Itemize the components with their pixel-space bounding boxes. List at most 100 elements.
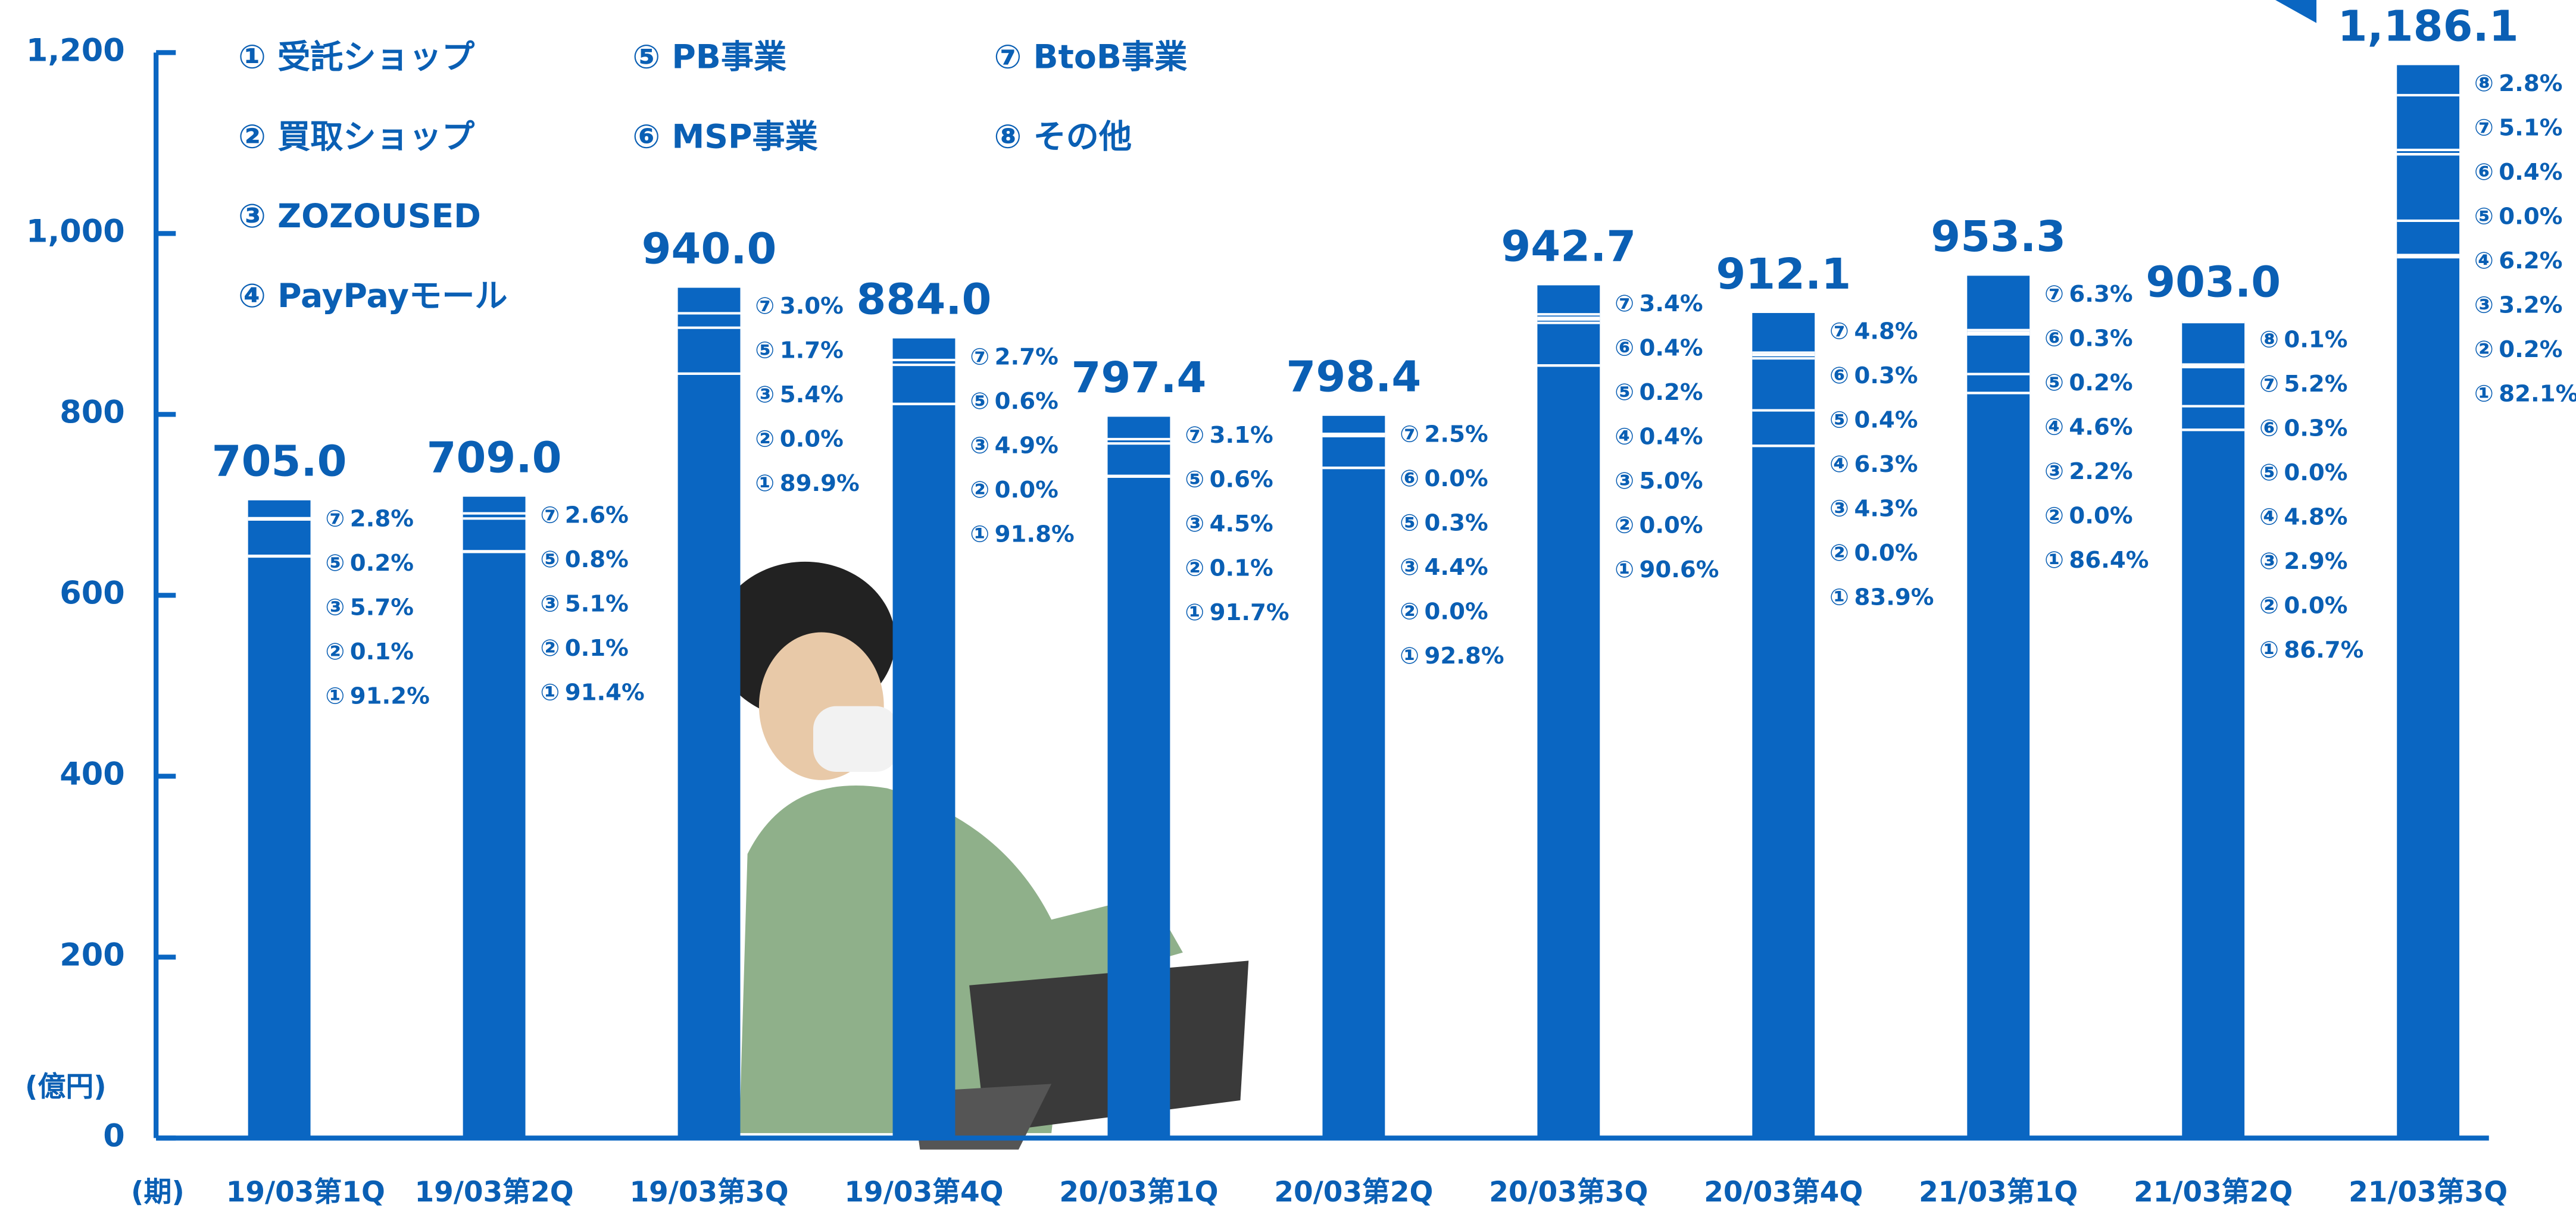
breakdown-key: ② xyxy=(1829,540,1849,567)
breakdown-label: 5.7% xyxy=(350,594,414,621)
breakdown-key: ⑧ xyxy=(2259,326,2279,353)
bar xyxy=(2397,65,2460,1138)
bar xyxy=(1107,417,1170,1138)
breakdown-key: ① xyxy=(325,683,345,709)
breakdown-key: ① xyxy=(1185,599,1204,626)
breakdown-key: ⑤ xyxy=(755,337,775,364)
breakdown-label: 0.3% xyxy=(1425,509,1488,536)
breakdown-key: ⑥ xyxy=(1615,335,1634,362)
breakdown-key: ⑦ xyxy=(1615,290,1634,317)
breakdown-key: ③ xyxy=(2044,458,2064,485)
breakdown-label: 6.3% xyxy=(1854,451,1918,478)
y-tick-label: 1,000 xyxy=(26,213,125,249)
breakdown-label: 0.1% xyxy=(350,639,414,665)
breakdown-key: ② xyxy=(2044,503,2064,530)
breakdown-label: 5.4% xyxy=(780,381,844,408)
bar xyxy=(677,287,741,1138)
breakdown-label: 4.6% xyxy=(2069,414,2132,440)
breakdown-key: ① xyxy=(2474,381,2494,408)
breakdown-key: ⑥ xyxy=(1829,362,1849,389)
breakdown-key: ⑦ xyxy=(1400,421,1419,448)
breakdown-key: ③ xyxy=(540,590,560,617)
breakdown-label: 2.8% xyxy=(350,505,414,532)
breakdown-label: 6.3% xyxy=(2069,281,2132,308)
legend-entry: ⑥ MSP事業 xyxy=(632,118,817,156)
bar xyxy=(1537,285,1600,1138)
breakdown-key: ⑤ xyxy=(2044,370,2064,396)
breakdown-label: 0.2% xyxy=(2069,370,2132,396)
breakdown-label: 0.4% xyxy=(2499,159,2562,186)
value-label: 912.1 xyxy=(1716,249,1851,299)
breakdown-label: 4.4% xyxy=(1425,554,1488,581)
breakdown-label: 86.7% xyxy=(2284,637,2363,664)
breakdown-key: ⑦ xyxy=(2044,281,2064,308)
breakdown-key: ⑤ xyxy=(1185,466,1204,493)
x-tick-label: 19/03第1Q xyxy=(226,1176,385,1209)
breakdown-key: ② xyxy=(755,426,775,453)
legend-entry: ③ ZOZOUSED xyxy=(238,198,481,236)
breakdown-label: 3.1% xyxy=(1210,422,1273,449)
breakdown-key: ① xyxy=(2044,547,2064,574)
bar xyxy=(1752,312,1815,1138)
breakdown-label: 91.4% xyxy=(565,679,645,706)
breakdown-label: 0.3% xyxy=(1854,362,1918,389)
breakdown-key: ⑦ xyxy=(755,293,775,320)
breakdown-key: ② xyxy=(1185,555,1204,581)
breakdown-label: 5.1% xyxy=(565,590,629,617)
breakdown-key: ⑦ xyxy=(540,502,560,528)
breakdown-label: 0.0% xyxy=(1425,598,1488,625)
breakdown-key: ② xyxy=(1615,512,1634,539)
breakdown-key: ⑤ xyxy=(325,550,345,577)
breakdown-key: ⑥ xyxy=(2474,159,2494,186)
breakdown-key: ⑤ xyxy=(1400,509,1419,536)
x-tick-label: 21/03第2Q xyxy=(2134,1176,2293,1209)
breakdown-key: ⑤ xyxy=(2259,459,2279,486)
x-tick-label: 21/03第1Q xyxy=(1919,1176,2078,1209)
value-label: 709.0 xyxy=(427,433,562,483)
breakdown-key: ③ xyxy=(1400,554,1419,581)
breakdown-label: 91.7% xyxy=(1210,599,1289,626)
x-tick-label: 19/03第3Q xyxy=(629,1176,788,1209)
breakdown-key: ② xyxy=(970,477,989,503)
breakdown-label: 0.0% xyxy=(995,477,1058,503)
breakdown-key: ④ xyxy=(1615,424,1634,450)
legend-entry: ① 受託ショップ xyxy=(238,39,475,77)
x-tick-label: 20/03第4Q xyxy=(1704,1176,1863,1209)
breakdown-key: ③ xyxy=(1829,496,1849,522)
breakdown-label: 0.0% xyxy=(2284,592,2347,619)
breakdown-label: 3.4% xyxy=(1639,290,1703,317)
breakdown-label: 91.2% xyxy=(350,683,430,709)
breakdown-key: ② xyxy=(325,639,345,665)
breakdown-label: 2.8% xyxy=(2499,70,2562,97)
x-tick-label: 20/03第1Q xyxy=(1059,1176,1218,1209)
breakdown-label: 4.8% xyxy=(2284,503,2347,530)
breakdown-label: 0.2% xyxy=(350,550,414,577)
breakdown-key: ⑤ xyxy=(1615,379,1634,406)
legend-entry: ② 買取ショップ xyxy=(238,118,475,156)
value-label: 884.0 xyxy=(857,274,992,324)
breakdown-key: ③ xyxy=(970,432,989,459)
breakdown-key: ① xyxy=(970,521,989,547)
breakdown-label: 92.8% xyxy=(1425,643,1504,669)
breakdown-label: 5.1% xyxy=(2499,115,2562,142)
breakdown-label: 91.8% xyxy=(995,521,1075,547)
value-label: 705.0 xyxy=(212,436,347,486)
breakdown-label: 0.4% xyxy=(1854,407,1918,434)
legend-entry: ④ PayPayモール xyxy=(238,277,507,315)
value-label: 953.3 xyxy=(1931,211,2066,261)
breakdown-label: 0.0% xyxy=(1425,465,1488,492)
breakdown-label: 0.6% xyxy=(995,388,1058,415)
x-unit: (期) xyxy=(131,1176,185,1209)
corner-decoration xyxy=(2275,0,2316,23)
breakdown-key: ① xyxy=(2259,637,2279,664)
breakdown-label: 4.9% xyxy=(995,432,1058,459)
breakdown-label: 0.2% xyxy=(1639,379,1703,406)
breakdown-key: ⑦ xyxy=(1829,318,1849,345)
breakdown-key: ⑤ xyxy=(970,388,989,415)
breakdown-label: 0.8% xyxy=(565,546,629,573)
breakdown-label: 0.6% xyxy=(1210,466,1273,493)
breakdown-key: ③ xyxy=(755,381,775,408)
breakdown-label: 0.2% xyxy=(2499,336,2562,363)
breakdown-label: 3.2% xyxy=(2499,292,2562,319)
breakdown-key: ① xyxy=(755,470,775,497)
